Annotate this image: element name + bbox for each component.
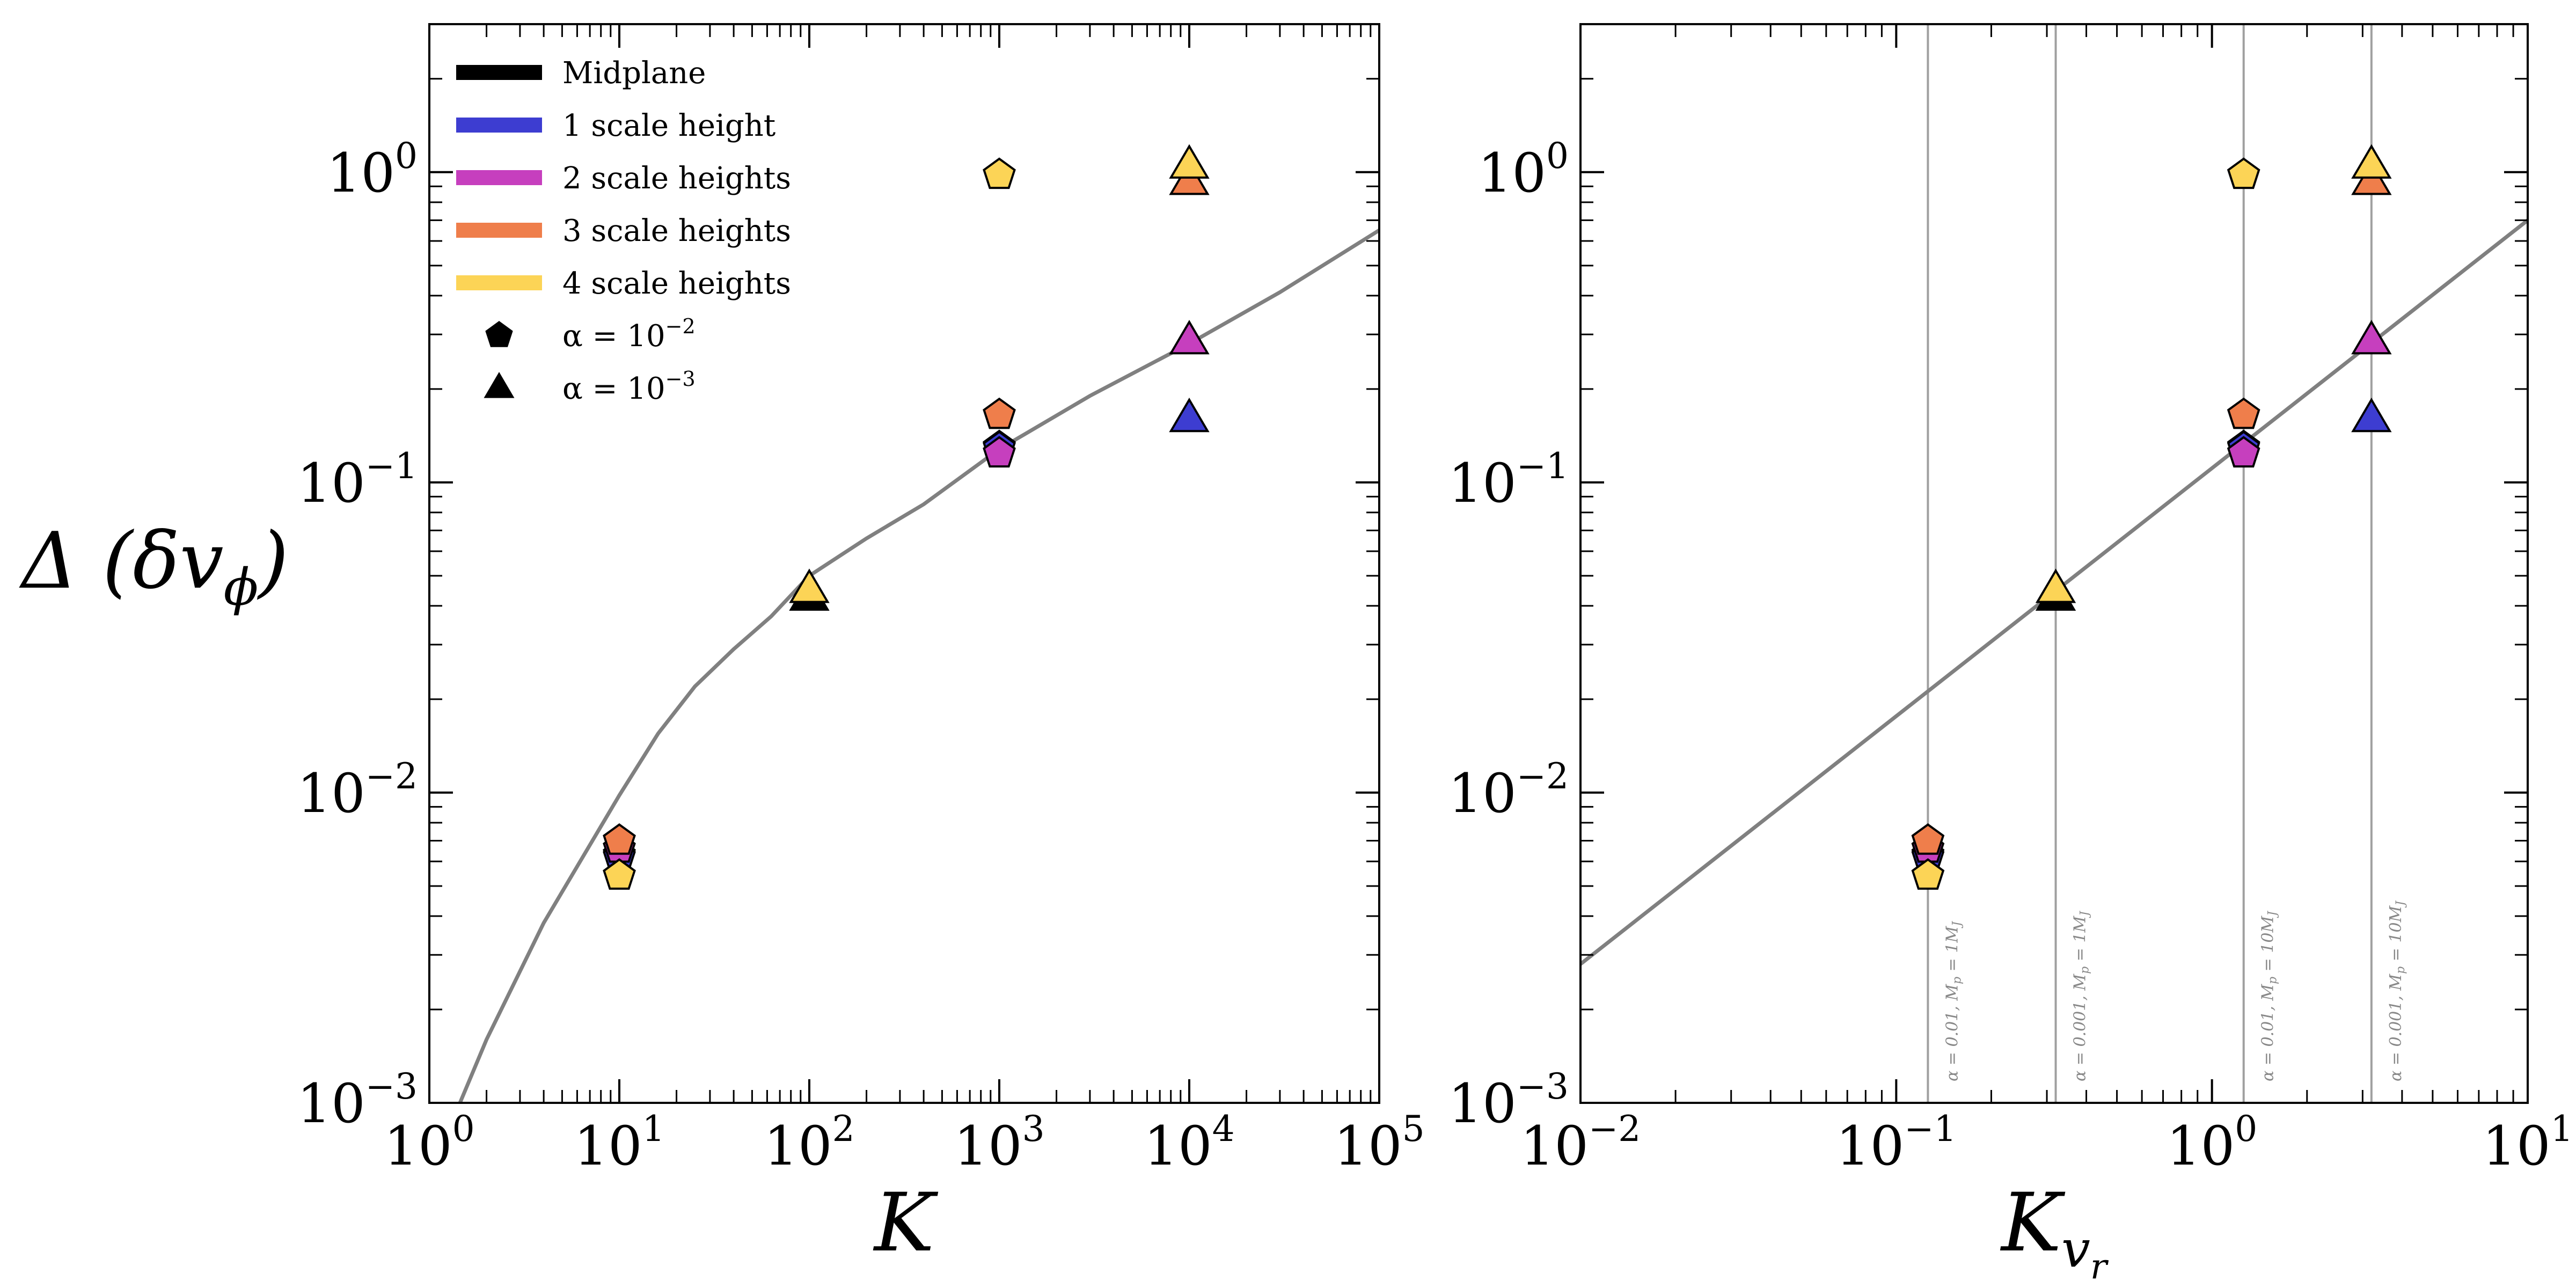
y-tick-label: 10−2 xyxy=(297,756,418,825)
legend: Midplane 1 scale height 2 scale heights 3 s… xyxy=(456,56,791,406)
legend-label: Midplane xyxy=(562,56,706,91)
vline-label: α = 0.01, Mp = 1MJ xyxy=(1943,921,1964,1081)
x-tick-label: 10−1 xyxy=(1836,1108,1957,1177)
data-point-3h-alpha-1e-2 xyxy=(983,397,1016,429)
x-tick-label: 101 xyxy=(574,1108,664,1177)
vline-label: α = 0.001, Mp = 10MJ xyxy=(2387,901,2407,1081)
y-tick-label: 100 xyxy=(1478,135,1569,204)
data-point-2h-alpha-1e-3 xyxy=(1169,319,1210,355)
x-tick-label: 100 xyxy=(2167,1108,2257,1177)
data-point-2h-alpha-1e-2 xyxy=(2227,436,2260,468)
data-point-4h-alpha-1e-2 xyxy=(983,157,1016,189)
model-curve xyxy=(458,229,1379,1103)
data-point-2h-alpha-1e-2 xyxy=(983,436,1016,468)
legend-label: 4 scale heights xyxy=(562,266,791,301)
plot-frame xyxy=(1579,23,2529,1104)
data-point-3h-alpha-1e-2 xyxy=(603,823,636,855)
data-point-4h-alpha-1e-2 xyxy=(1911,858,1945,890)
legend-marker-pentagon xyxy=(485,321,513,347)
data-point-4h-alpha-1e-2 xyxy=(603,858,636,890)
legend-label: α = 10−2 xyxy=(562,314,696,354)
legend-label: 2 scale heights xyxy=(562,161,791,196)
data-point-4h-alpha-1e-3 xyxy=(789,568,830,603)
data-point-3h-alpha-1e-2 xyxy=(1911,823,1945,855)
data-point-2h-alpha-1e-3 xyxy=(2351,319,2392,355)
data-point-4h-alpha-1e-3 xyxy=(2351,144,2392,179)
y-axis-label: Δ (δvϕ) xyxy=(19,516,289,617)
x-tick-label: 104 xyxy=(1144,1108,1234,1177)
data-point-4h-alpha-1e-3 xyxy=(1169,144,1210,179)
data-point-3h-alpha-1e-2 xyxy=(2227,397,2260,429)
plot-frame xyxy=(428,23,1380,1104)
data-point-4h-alpha-1e-2 xyxy=(2227,157,2260,189)
y-tick-label: 10−1 xyxy=(297,445,418,515)
data-point-1h-alpha-1e-3 xyxy=(1169,397,1210,433)
y-tick-label: 10−3 xyxy=(297,1066,418,1135)
y-tick-label: 100 xyxy=(327,135,418,204)
data-point-4h-alpha-1e-3 xyxy=(2035,568,2076,603)
vline-label: α = 0.01, Mp = 10MJ xyxy=(2259,911,2280,1081)
x-axis-label: Kvr xyxy=(2000,1176,2109,1287)
x-tick-label: 100 xyxy=(384,1108,474,1177)
x-tick-label: 10−2 xyxy=(1520,1108,1641,1177)
legend-marker-triangle xyxy=(484,372,515,398)
y-tick-label: 10−1 xyxy=(1448,445,1569,515)
x-tick-label: 102 xyxy=(764,1108,854,1177)
y-tick-label: 10−3 xyxy=(1448,1066,1569,1135)
x-tick-label: 105 xyxy=(1334,1108,1424,1177)
legend-label: 3 scale heights xyxy=(562,214,791,248)
x-tick-label: 103 xyxy=(954,1108,1044,1177)
vline-label: α = 0.001, Mp = 1MJ xyxy=(2071,911,2092,1081)
legend-label: 1 scale height xyxy=(562,108,776,143)
left-panel: 100 101 102 103 104 105 10−3 10−2 10−1 100 K Δ (δvϕ… xyxy=(19,23,1425,1270)
x-axis-label: K xyxy=(873,1176,939,1270)
y-tick-label: 10−2 xyxy=(1448,756,1569,825)
data-point-1h-alpha-1e-3 xyxy=(2351,397,2392,433)
x-tick-label: 101 xyxy=(2482,1108,2573,1177)
legend-label: α = 10−3 xyxy=(562,367,696,406)
right-panel: α = 0.01, Mp = 1MJ α = 0.001, Mp = 1MJ α =… xyxy=(1448,23,2573,1287)
